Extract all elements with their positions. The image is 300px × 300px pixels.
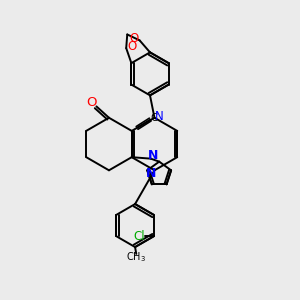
Text: O: O — [86, 96, 96, 109]
Text: CH$_3$: CH$_3$ — [126, 250, 146, 264]
Text: O: O — [127, 40, 136, 53]
Text: N: N — [146, 167, 156, 180]
Text: Cl: Cl — [133, 230, 145, 243]
Text: N: N — [155, 110, 164, 123]
Text: O: O — [130, 32, 139, 45]
Text: C: C — [150, 113, 158, 123]
Text: N: N — [147, 148, 158, 162]
